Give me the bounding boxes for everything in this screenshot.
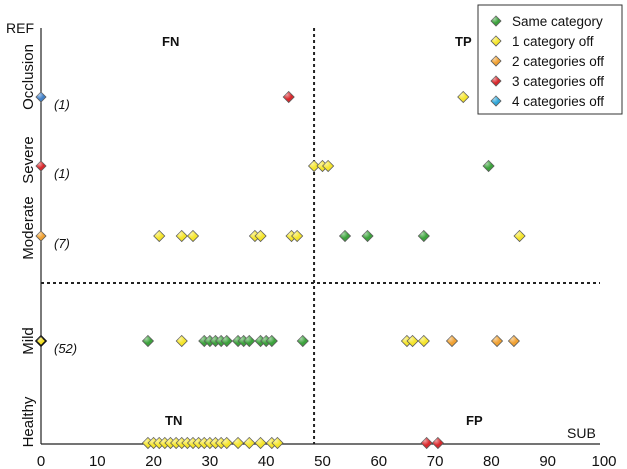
count-marker xyxy=(35,230,47,242)
y-category-label-moderate: Moderate xyxy=(20,196,37,259)
data-point xyxy=(361,229,374,243)
data-point xyxy=(338,229,352,243)
x-tick-label: 10 xyxy=(89,453,106,469)
data-point xyxy=(431,436,444,450)
x-tick-label: 0 xyxy=(37,453,45,469)
data-point xyxy=(482,159,495,173)
y-category-label-occlusion: Occlusion xyxy=(20,44,37,110)
x-tick-label: 50 xyxy=(314,453,331,469)
data-point xyxy=(265,334,278,348)
x-tick-label: 80 xyxy=(483,453,500,469)
legend-label: 1 category off xyxy=(512,34,594,49)
x-tick-label: 60 xyxy=(370,453,387,469)
data-point xyxy=(282,90,295,104)
x-tick-label: 40 xyxy=(258,453,275,469)
x-tick-label: 20 xyxy=(145,453,162,469)
y-category-label-healthy: Healthy xyxy=(20,396,37,447)
data-point xyxy=(254,229,267,243)
y-axis-label: REF xyxy=(6,20,34,36)
data-point xyxy=(175,334,188,348)
count-label: (52) xyxy=(54,341,77,356)
data-point xyxy=(231,436,245,450)
legend-label: 2 categories off xyxy=(512,54,604,69)
count-label: (1) xyxy=(54,166,70,181)
data-point xyxy=(490,334,504,348)
count-marker xyxy=(35,160,47,172)
x-tick-label: 70 xyxy=(427,453,444,469)
count-label: (1) xyxy=(54,97,70,112)
x-axis-label: SUB xyxy=(567,425,596,441)
legend-box xyxy=(477,4,623,115)
data-point xyxy=(417,229,430,243)
data-point xyxy=(417,334,430,348)
legend-marker xyxy=(490,35,502,47)
legend-label: 3 categories off xyxy=(512,74,604,89)
legend-label: 4 categories off xyxy=(512,94,604,109)
y-category-label-severe: Severe xyxy=(20,136,37,184)
quadrant-label-fp: FP xyxy=(466,413,483,428)
data-point xyxy=(457,90,470,104)
data-point xyxy=(445,334,459,348)
data-point xyxy=(254,436,267,450)
data-point xyxy=(153,229,166,243)
count-label: (7) xyxy=(54,236,70,251)
legend-marker xyxy=(490,95,502,107)
x-tick-label: 30 xyxy=(202,453,219,469)
legend-marker xyxy=(490,75,502,87)
data-point xyxy=(406,334,419,348)
quadrant-label-tp: TP xyxy=(455,34,472,49)
data-point xyxy=(291,229,304,243)
data-point xyxy=(186,229,200,243)
data-point xyxy=(296,334,309,348)
legend-marker xyxy=(490,55,502,67)
data-point xyxy=(243,334,256,348)
y-category-label-mild: Mild xyxy=(20,327,37,355)
data-point xyxy=(175,229,188,243)
data-point xyxy=(420,436,433,450)
data-point xyxy=(307,159,321,173)
data-point xyxy=(141,334,155,348)
quadrant-label-tn: TN xyxy=(165,413,182,428)
count-marker xyxy=(34,334,48,348)
data-point xyxy=(271,436,284,450)
data-point xyxy=(513,229,526,243)
data-point xyxy=(220,334,233,348)
quadrant-label-fn: FN xyxy=(162,34,179,49)
count-marker xyxy=(35,91,47,103)
data-point xyxy=(507,334,520,348)
x-tick-label: 90 xyxy=(539,453,556,469)
data-point xyxy=(220,436,233,450)
legend: Same category 1 category off 2 categories … xyxy=(477,4,623,115)
legend-label: Same category xyxy=(512,14,603,29)
data-point xyxy=(322,159,335,173)
legend-marker xyxy=(490,15,502,27)
x-tick-label: 100 xyxy=(591,453,616,469)
data-point xyxy=(243,436,256,450)
